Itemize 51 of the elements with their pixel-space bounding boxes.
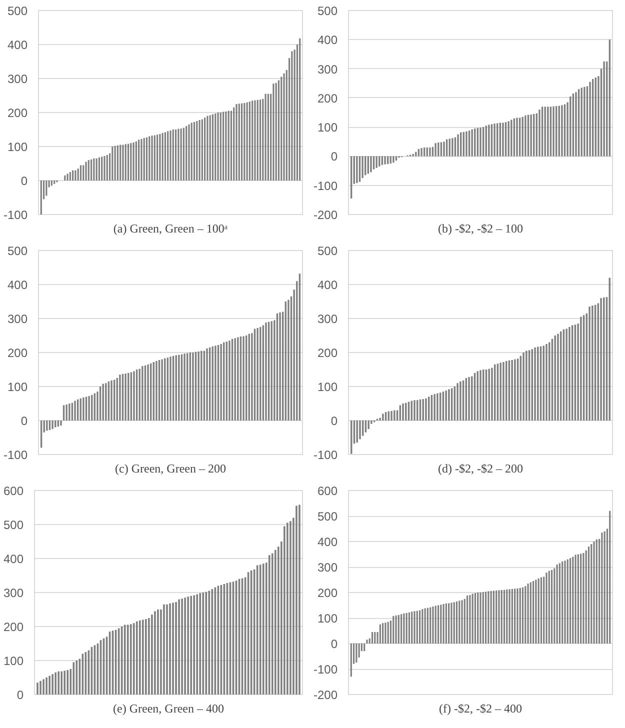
y-tick-label: 600 [317,484,338,498]
y-tick-label: 500 [317,4,338,18]
y-tick-label: 100 [3,654,24,668]
y-tick-label: 200 [7,106,28,120]
y-tick-label: 0 [330,414,338,428]
y-tick-label: 200 [317,586,338,600]
y-tick-label: 0 [330,637,338,651]
y-tick-label: 0 [16,688,24,702]
y-tick-label: 0 [330,150,338,164]
y-tick-label: 0 [20,414,28,428]
y-tick-label: -200 [313,208,338,222]
y-tick-label: 200 [317,91,338,106]
y-tick-label: 100 [317,380,338,394]
y-tick-label: 200 [7,346,28,360]
y-tick-label: 600 [3,484,24,498]
y-tick-label: 100 [7,380,28,394]
y-tick-label: -100 [3,448,28,462]
y-tick-label: 400 [317,535,338,549]
y-tick-label: 500 [3,518,24,532]
y-tick-label: -100 [3,208,28,222]
y-tick-label: 400 [3,552,24,566]
y-tick-label: 300 [317,312,338,326]
text: (e) Green, Green – 400 [113,702,224,716]
y-tick-label: 200 [317,346,338,360]
y-tick-label: 300 [317,62,338,76]
y-tick-label: 400 [317,278,338,292]
y-tick-label: -100 [313,178,338,193]
text: (f) -$2, -$2 – 400 [439,702,522,716]
y-tick-label: 100 [317,120,338,135]
y-tick-label: 500 [7,4,28,18]
text: (a) Green, Green – 100ᵃ [113,222,228,236]
y-tick-label: 500 [317,510,338,524]
y-tick-label: 300 [317,560,338,574]
y-tick-label: -200 [313,688,338,702]
text: (b) -$2, -$2 – 100 [438,222,523,236]
y-tick-label: 500 [317,244,338,258]
y-tick-label: 300 [7,72,28,86]
y-tick-label: 0 [20,174,28,188]
y-tick-label: 500 [7,244,28,258]
y-tick-label: 300 [7,312,28,326]
y-tick-label: 200 [3,620,24,634]
y-tick-label: 400 [7,38,28,52]
y-tick-label: -100 [313,662,338,676]
text: (c) Green, Green – 200 [115,462,226,476]
y-tick-label: 100 [7,140,28,154]
y-tick-label: -100 [313,448,338,462]
y-tick-label: 300 [3,586,24,600]
y-tick-label: 400 [317,33,338,48]
y-tick-label: 100 [317,612,338,626]
text: (d) -$2, -$2 – 200 [438,462,523,476]
y-tick-label: 400 [7,278,28,292]
